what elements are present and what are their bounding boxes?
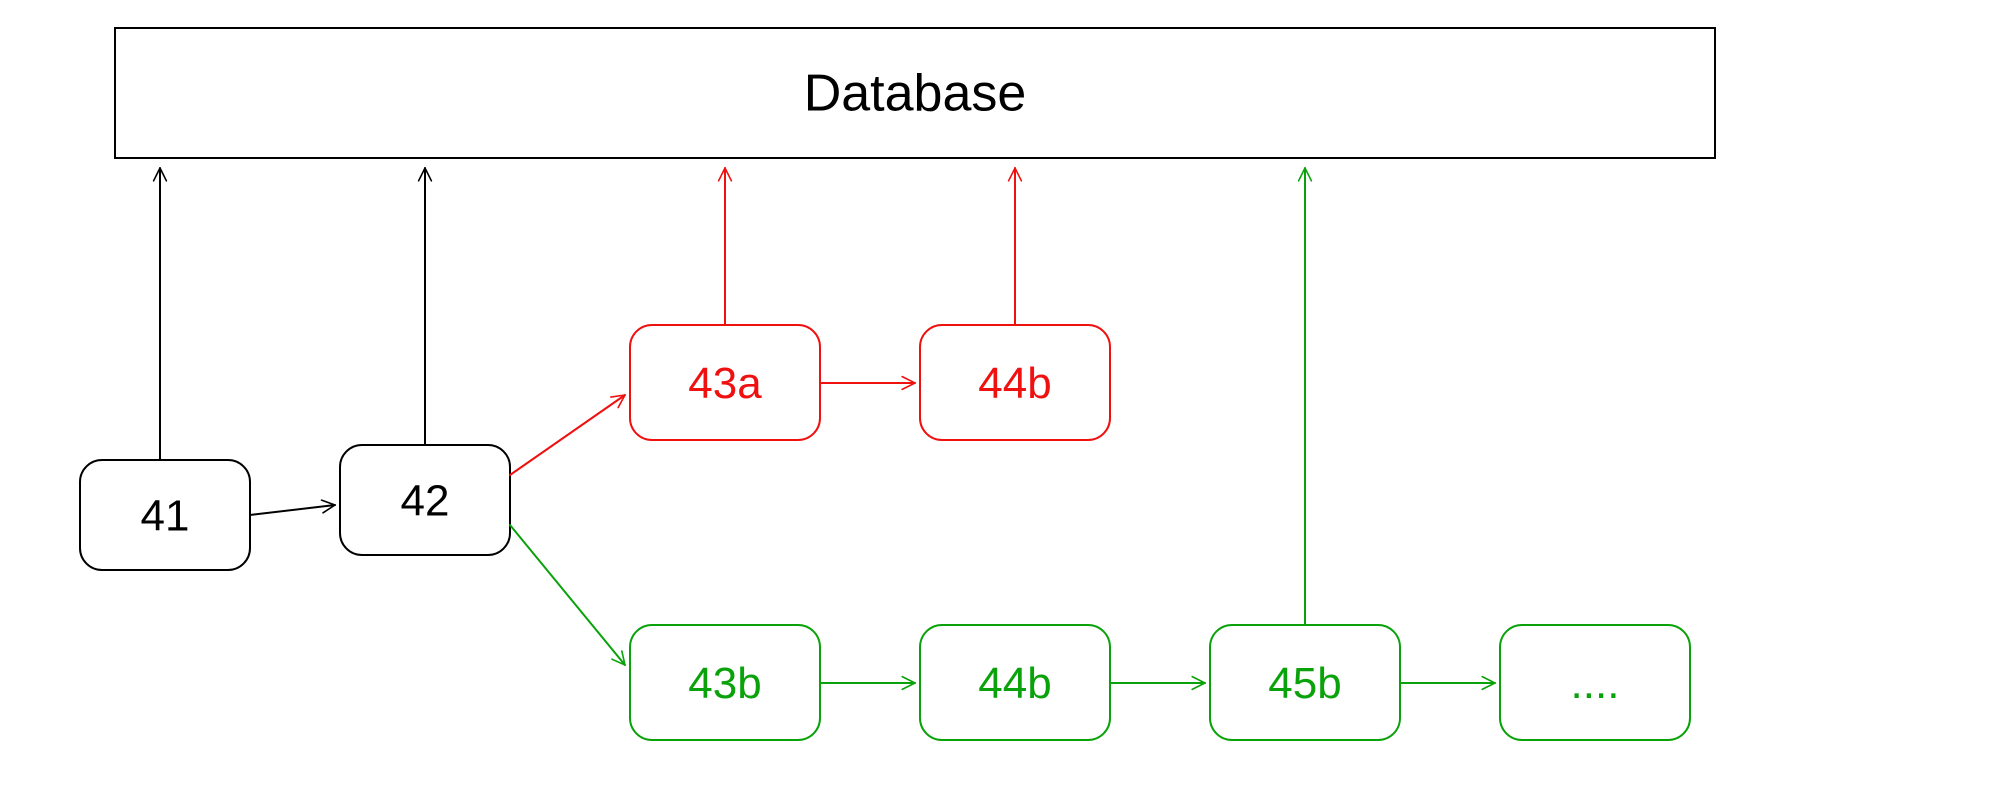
edge-n42-to-n43a [510,395,625,475]
architecture-diagram: Database 41 42 43a 44b 43b 44b 45b.... [0,0,2000,811]
node-ndots: .... [1500,625,1690,740]
node-n45b: 45b [1210,625,1400,740]
database-node: Database [115,28,1715,158]
node-label: 44b [978,359,1051,408]
node-label: 41 [141,492,190,541]
node-label: 43a [688,359,762,408]
node-label: 42 [401,477,450,526]
node-n44b2: 44b [920,625,1110,740]
node-n41: 41 [80,460,250,570]
node-n43a: 43a [630,325,820,440]
nodes-layer: 41 42 43a 44b 43b 44b 45b.... [80,325,1690,740]
node-label: 43b [688,659,761,708]
node-label: .... [1571,659,1620,708]
database-label: Database [804,65,1027,123]
node-label: 44b [978,659,1051,708]
node-n43b: 43b [630,625,820,740]
edges-layer [160,168,1495,683]
edge-n41-to-n42 [250,505,335,515]
node-n42: 42 [340,445,510,555]
node-label: 45b [1268,659,1341,708]
node-n44b1: 44b [920,325,1110,440]
edge-n42-to-n43b [510,525,625,665]
